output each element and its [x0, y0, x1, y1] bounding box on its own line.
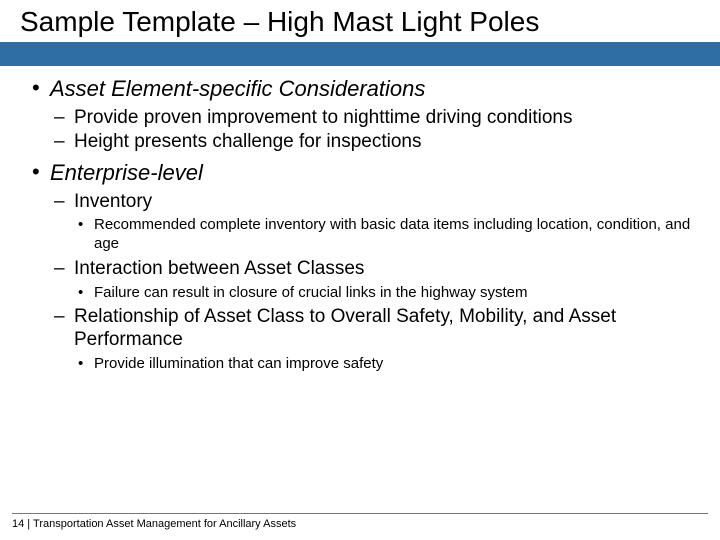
sub-sub-list: Failure can result in closure of crucial… [74, 284, 692, 303]
footer: 14 | Transportation Asset Management for… [0, 513, 720, 530]
title-underline-bar [0, 42, 720, 66]
list-item: Recommended complete inventory with basi… [74, 216, 692, 254]
footer-rule [12, 513, 708, 514]
bullet-list: Asset Element-specific Considerations Pr… [28, 76, 692, 374]
footer-text: 14 | Transportation Asset Management for… [12, 518, 708, 530]
bullet-text: Asset Element-specific Considerations [50, 76, 425, 101]
title-area: Sample Template – High Mast Light Poles [0, 0, 720, 42]
list-item: Height presents challenge for inspection… [50, 131, 692, 154]
slide: Sample Template – High Mast Light Poles … [0, 0, 720, 540]
sub-list: Inventory Recommended complete inventory… [50, 191, 692, 374]
bullet-text: Provide illumination that can improve sa… [94, 355, 383, 372]
list-item: Enterprise-level Inventory Recommended c… [28, 160, 692, 374]
sub-sub-list: Provide illumination that can improve sa… [74, 355, 692, 374]
bullet-text: Relationship of Asset Class to Overall S… [74, 306, 616, 350]
bullet-text: Recommended complete inventory with basi… [94, 216, 690, 252]
list-item: Provide proven improvement to nighttime … [50, 107, 692, 130]
sub-sub-list: Recommended complete inventory with basi… [74, 216, 692, 254]
bullet-text: Failure can result in closure of crucial… [94, 284, 528, 301]
list-item: Asset Element-specific Considerations Pr… [28, 76, 692, 154]
bullet-text: Enterprise-level [50, 160, 203, 185]
list-item: Interaction between Asset Classes Failur… [50, 258, 692, 303]
footer-separator: | [24, 518, 33, 530]
bullet-text: Provide proven improvement to nighttime … [74, 107, 572, 128]
list-item: Relationship of Asset Class to Overall S… [50, 306, 692, 373]
footer-label: Transportation Asset Management for Anci… [33, 518, 296, 530]
bullet-text: Inventory [74, 191, 152, 212]
content-area: Asset Element-specific Considerations Pr… [0, 66, 720, 540]
bullet-text: Height presents challenge for inspection… [74, 131, 421, 152]
slide-title: Sample Template – High Mast Light Poles [20, 6, 700, 38]
list-item: Failure can result in closure of crucial… [74, 284, 692, 303]
bullet-text: Interaction between Asset Classes [74, 258, 364, 279]
list-item: Inventory Recommended complete inventory… [50, 191, 692, 254]
sub-list: Provide proven improvement to nighttime … [50, 107, 692, 155]
list-item: Provide illumination that can improve sa… [74, 355, 692, 374]
page-number: 14 [12, 518, 24, 530]
